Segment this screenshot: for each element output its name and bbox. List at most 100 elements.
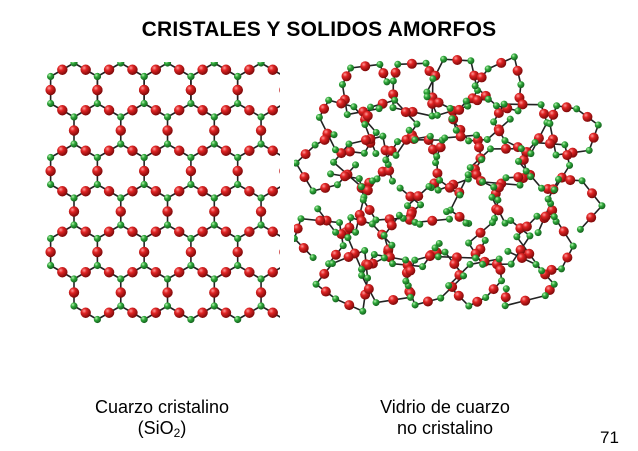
silicon-atom	[573, 105, 581, 113]
silicon-atom	[376, 60, 384, 68]
silicon-atom	[428, 112, 436, 120]
oxygen-atom	[267, 267, 278, 278]
silicon-atom	[391, 96, 399, 104]
oxygen-atom	[197, 145, 208, 156]
oxygen-atom	[400, 107, 411, 118]
silicon-atom	[478, 156, 486, 164]
silicon-atom	[368, 220, 376, 228]
silicon-atom	[434, 253, 442, 261]
silicon-atom	[312, 280, 320, 288]
silicon-atom	[140, 99, 148, 108]
silicon-atom	[93, 261, 101, 270]
silicon-atom	[117, 275, 125, 283]
silicon-atom	[500, 100, 508, 108]
oxygen-atom	[586, 188, 597, 199]
oxygen-atom	[244, 186, 255, 197]
oxygen-atom	[520, 295, 531, 306]
oxygen-atom	[255, 287, 267, 298]
silicon-atom	[440, 55, 448, 63]
oxygen-atom	[45, 246, 56, 258]
silicon-atom	[417, 201, 425, 209]
oxygen-atom	[454, 104, 465, 115]
silicon-atom	[70, 302, 78, 310]
oxygen-atom	[444, 182, 455, 193]
silicon-atom	[533, 212, 541, 220]
oxygen-atom	[103, 186, 115, 197]
silicon-atom	[492, 102, 500, 110]
silicon-atom	[389, 77, 397, 85]
amorphous-caption-line2: no cristalino	[396, 418, 494, 438]
silicon-atom	[343, 111, 351, 119]
oxygen-atom	[565, 175, 576, 186]
oxygen-atom	[474, 142, 485, 153]
oxygen-atom	[547, 205, 558, 216]
silicon-atom	[163, 221, 172, 229]
silicon-atom	[140, 315, 148, 324]
silicon-atom	[426, 132, 434, 140]
silicon-atom	[331, 146, 339, 154]
silicon-atom	[522, 167, 530, 175]
oxygen-atom	[540, 211, 551, 222]
silicon-atom	[534, 229, 542, 237]
oxygen-atom	[494, 126, 505, 137]
silicon-atom	[389, 260, 397, 268]
silicon-atom	[70, 194, 78, 202]
silicon-atom	[566, 161, 574, 169]
silicon-atom	[210, 194, 218, 202]
silicon-atom	[441, 134, 449, 142]
oxygen-atom	[138, 246, 150, 258]
oxygen-atom	[539, 108, 550, 119]
silicon-atom	[257, 62, 265, 67]
oxygen-atom	[138, 84, 150, 96]
silicon-atom	[163, 302, 172, 310]
silicon-atom	[406, 293, 414, 301]
silicon-atom	[416, 220, 424, 228]
oxygen-atom	[378, 68, 389, 79]
oxygen-atom	[362, 259, 373, 270]
oxygen-atom	[386, 220, 397, 231]
oxygen-atom	[57, 267, 68, 278]
silicon-atom	[140, 180, 148, 189]
silicon-atom	[187, 261, 195, 270]
oxygen-atom	[336, 98, 347, 109]
silicon-atom	[594, 121, 602, 129]
oxygen-atom	[454, 211, 465, 222]
silicon-atom	[311, 141, 319, 149]
silicon-atom	[357, 265, 365, 273]
silicon-atom	[117, 194, 125, 202]
oxygen-atom	[475, 227, 486, 238]
silicon-atom	[419, 263, 427, 271]
silicon-atom	[309, 187, 317, 195]
silicon-atom	[487, 145, 495, 153]
silicon-atom	[393, 138, 401, 146]
silicon-atom	[210, 140, 218, 148]
silicon-atom	[433, 152, 441, 160]
oxygen-atom	[384, 165, 395, 176]
oxygen-atom	[562, 150, 573, 161]
oxygen-atom	[388, 294, 399, 305]
silicon-atom	[117, 302, 125, 310]
silicon-atom	[352, 161, 360, 169]
oxygen-atom	[138, 165, 150, 177]
silicon-atom	[443, 208, 451, 216]
silicon-atom	[541, 292, 549, 300]
oxygen-atom	[356, 215, 367, 226]
silicon-atom	[402, 277, 410, 285]
oxygen-atom	[150, 307, 162, 318]
silicon-atom	[526, 232, 534, 240]
oxygen-atom	[300, 149, 311, 160]
oxygen-atom	[150, 105, 162, 116]
oxygen-atom	[413, 191, 424, 202]
oxygen-atom	[267, 226, 278, 237]
silicon-atom	[501, 219, 509, 227]
page-number: 71	[600, 428, 619, 447]
silicon-atom	[294, 159, 300, 167]
oxygen-atom	[343, 252, 354, 263]
oxygen-atom	[174, 145, 185, 156]
oxygen-atom	[267, 64, 278, 75]
silicon-atom	[70, 221, 78, 229]
silicon-atom	[47, 234, 55, 243]
silicon-atom	[446, 104, 454, 112]
oxygen-atom	[524, 248, 535, 259]
silicon-atom	[569, 242, 577, 250]
